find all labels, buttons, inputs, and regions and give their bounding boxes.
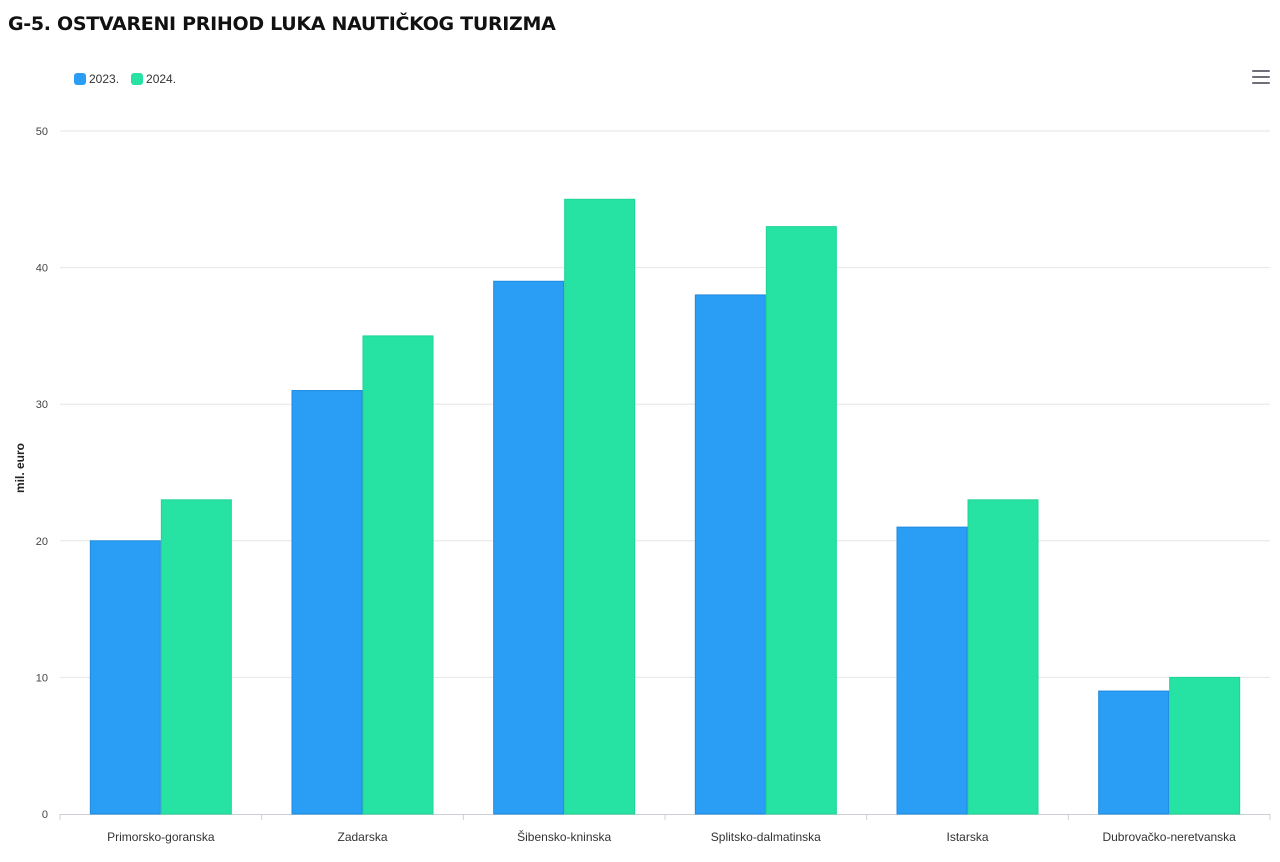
bar-2024-4: [967, 499, 1039, 815]
y-tick-label: 20: [36, 536, 48, 548]
bar-2024-0: [160, 499, 232, 815]
hamburger-menu-icon[interactable]: [1252, 70, 1270, 84]
x-tick-label: Šibensko-kninska: [517, 829, 611, 844]
bar-2024-2: [564, 198, 636, 815]
bar-2024-5: [1169, 676, 1241, 815]
x-tick-label: Splitsko-dalmatinska: [711, 830, 821, 844]
bar-2023-4: [896, 526, 968, 815]
legend-swatch-2023: [74, 73, 86, 85]
bar-2024-1: [362, 335, 434, 815]
chart-title: G-5. OSTVARENI PRIHOD LUKA NAUTIČKOG TUR…: [8, 13, 556, 35]
bar-2023-2: [493, 280, 565, 815]
y-tick-label: 30: [36, 399, 48, 411]
y-tick-label: 50: [36, 126, 48, 138]
y-tick-label: 10: [36, 672, 48, 684]
bar-2023-1: [291, 390, 363, 815]
y-tick-label: 0: [42, 809, 48, 821]
y-tick-label: 40: [36, 263, 48, 275]
x-tick-label: Istarska: [946, 830, 988, 844]
bar-2023-0: [89, 540, 161, 815]
bar-2023-5: [1098, 690, 1170, 815]
legend: 2023. 2024.: [74, 72, 176, 86]
bar-2023-3: [694, 294, 766, 815]
legend-label-2024: 2024.: [146, 72, 177, 86]
x-tick-label: Dubrovačko-neretvanska: [1102, 830, 1236, 844]
legend-item-2023[interactable]: 2023.: [74, 72, 119, 86]
x-tick-label: Primorsko-goranska: [107, 830, 215, 844]
x-tick-label: Zadarska: [337, 830, 387, 844]
legend-item-2024[interactable]: 2024.: [131, 72, 176, 86]
bar-2024-3: [765, 226, 837, 815]
legend-label-2023: 2023.: [89, 72, 120, 86]
legend-swatch-2024: [131, 73, 144, 85]
